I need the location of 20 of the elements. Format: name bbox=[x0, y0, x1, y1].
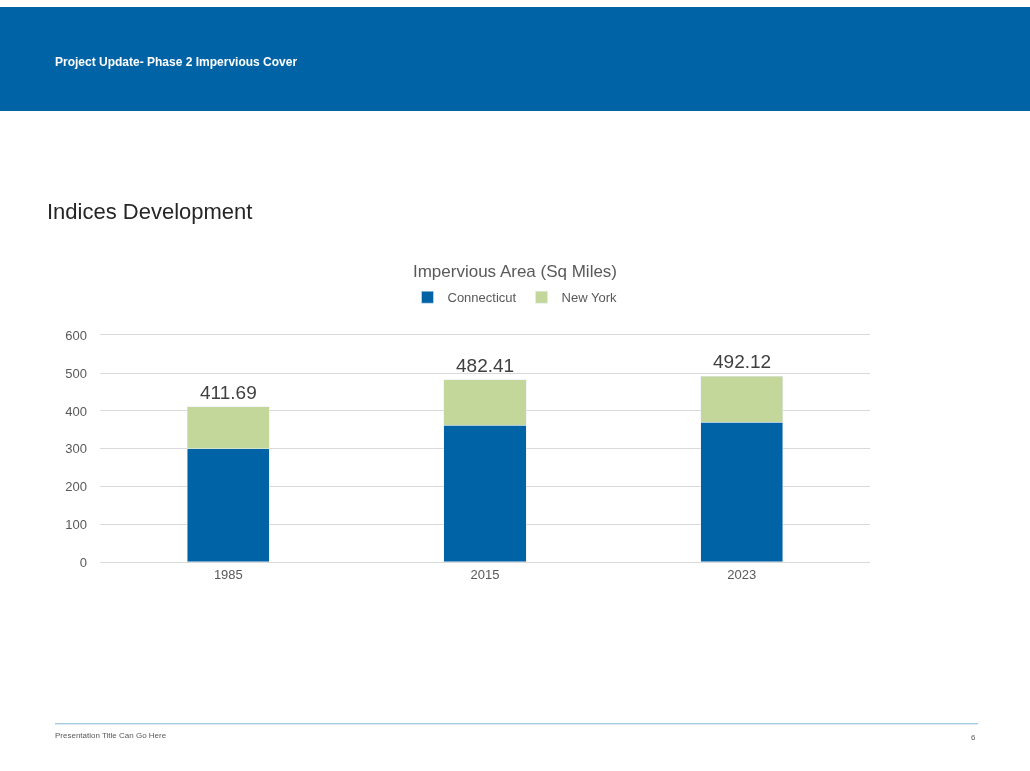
total-label: 482.41 bbox=[456, 355, 515, 376]
x-tick-label: 2015 bbox=[470, 566, 500, 582]
legend-label: New York bbox=[561, 290, 617, 306]
total-label: 411.69 bbox=[200, 382, 257, 403]
y-tick-label: 300 bbox=[65, 441, 87, 457]
y-tick-label: 600 bbox=[65, 328, 87, 344]
text: 6 bbox=[971, 733, 976, 742]
chart-title: Impervious Area (Sq Miles) bbox=[412, 261, 618, 281]
y-tick-label: 100 bbox=[65, 516, 87, 532]
y-tick-label: 400 bbox=[65, 403, 87, 419]
x-tick-label: 2023 bbox=[727, 566, 757, 582]
y-tick-label: 0 bbox=[79, 554, 87, 570]
text: Presentation Title Can Go Here bbox=[55, 731, 167, 740]
y-tick-label: 500 bbox=[65, 365, 87, 381]
text: Indices Development bbox=[47, 199, 253, 224]
x-tick-label: 1985 bbox=[213, 566, 243, 582]
text: Project Update- Phase 2 Impervious Cover bbox=[55, 55, 298, 69]
legend-label: Connecticut bbox=[447, 290, 517, 306]
total-label: 492.12 bbox=[713, 351, 772, 372]
y-tick-label: 200 bbox=[65, 479, 87, 495]
